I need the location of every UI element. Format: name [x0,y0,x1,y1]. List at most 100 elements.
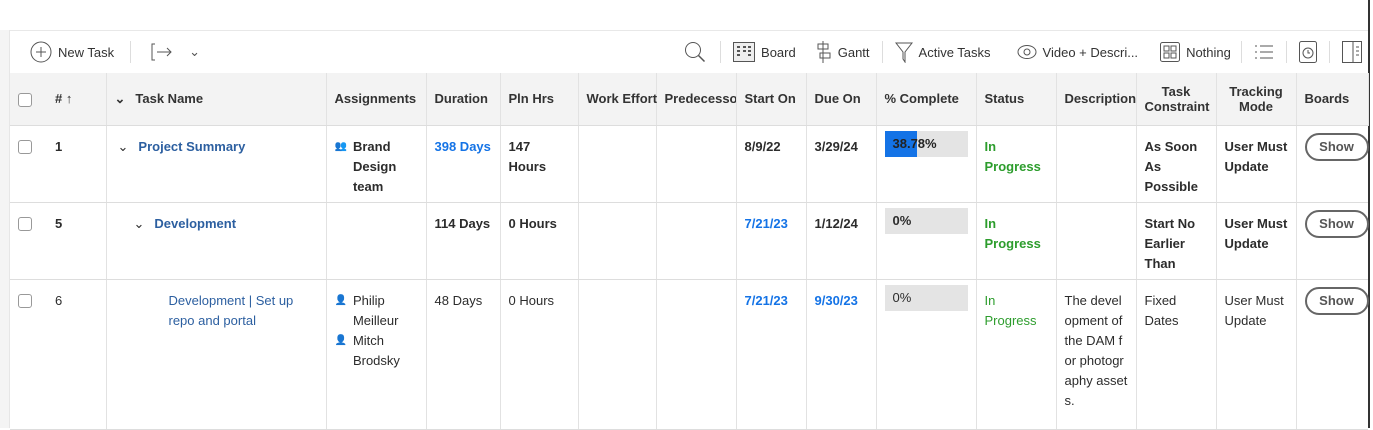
column-header-pln-hrs[interactable]: Pln Hrs [500,73,579,126]
row-checkbox[interactable] [18,140,32,155]
divider [720,41,722,63]
filter-button[interactable]: Active Tasks [894,41,991,63]
description[interactable] [1056,125,1137,203]
progress-bar[interactable]: 0% [884,284,968,311]
panel-toggle-button[interactable] [1341,41,1362,63]
description[interactable]: The development of the DAM for photograp… [1056,279,1137,430]
user-icon: 👤 [334,334,347,346]
list-settings-button[interactable] [1254,44,1274,60]
select-all-checkbox[interactable] [18,92,32,107]
predecessors[interactable] [656,202,737,280]
task-constraint[interactable]: Fixed Dates [1136,279,1217,430]
due-on[interactable]: 1/12/24 [806,202,877,280]
number-label: # ↑ [55,90,73,106]
planned-hours[interactable]: 0 Hours [500,279,579,430]
description[interactable] [1056,202,1137,280]
gantt-button[interactable]: Gantt [816,41,870,63]
assignee[interactable]: Philip Meilleur [352,292,399,328]
status[interactable]: In Progress [976,125,1057,203]
planned-hours[interactable]: 147 Hours [500,125,579,203]
progress-label: 0% [892,289,912,305]
predecessors[interactable] [656,125,737,203]
view-button[interactable]: Video + Descri... [1017,44,1139,60]
column-header-task-name[interactable]: ⌄ Task Name [106,73,327,126]
timeline-button[interactable] [1298,41,1317,63]
work-effort[interactable] [578,279,657,430]
toolbar: New Task ⌄ Board Gantt Active Tasks Vide… [10,31,1368,73]
export-button[interactable]: ⌄ [151,43,200,61]
duration[interactable]: 398 Days [426,125,501,203]
table-row[interactable]: 1 ⌄ Project Summary 👥 Brand Design team 39… [10,125,1369,203]
tracking-mode[interactable]: User Must Update [1216,279,1297,430]
divider [1285,41,1287,63]
assignee[interactable]: Mitch Brodsky [352,332,400,368]
show-boards-button[interactable]: Show [1304,286,1369,315]
divider [130,41,132,63]
start-on[interactable]: 8/9/22 [736,125,807,203]
progress-bar[interactable]: 38.78% [884,130,968,157]
start-on[interactable]: 7/21/23 [736,279,807,430]
chevron-down-icon[interactable]: ⌄ [133,215,145,231]
row-checkbox[interactable] [18,294,32,309]
board-icon [733,42,756,62]
grouping-button[interactable]: Nothing [1160,42,1231,62]
table-row[interactable]: 5 ⌄ Development 114 Days 0 Hours 7/21/23 … [10,202,1369,280]
divider [0,30,1368,31]
divider [1328,41,1330,63]
window-edge [1368,0,1370,428]
new-task-button[interactable]: New Task [30,41,114,63]
due-on[interactable]: 3/29/24 [806,125,877,203]
chevron-down-icon[interactable]: ⌄ [117,138,129,154]
column-header-description[interactable]: Description [1056,73,1137,126]
column-header-start-on[interactable]: Start On [736,73,807,126]
column-header-work-effort[interactable]: Work Effort [578,73,657,126]
column-header-percent-complete[interactable]: % Complete [876,73,977,126]
assignee[interactable]: Brand Design team [352,138,397,194]
row-checkbox[interactable] [18,217,32,232]
search-icon [685,42,706,63]
task-name-link[interactable]: Project Summary [138,138,246,154]
task-constraint[interactable]: Start No Earlier Than [1136,202,1217,280]
user-icon: 👤 [334,294,347,306]
side-panel-icon [1341,41,1362,63]
table-row[interactable]: 6 Development | Set up repo and portal 👤… [10,279,1369,430]
task-name-link[interactable]: Development [154,215,237,231]
task-name-link[interactable]: Development | Set up repo and portal [168,292,294,328]
progress-bar[interactable]: 0% [884,207,968,234]
grouping-icon [1160,42,1181,62]
work-effort[interactable] [578,202,657,280]
column-header-boards[interactable]: Boards [1296,73,1369,126]
column-header-number[interactable]: # ↑ [10,73,107,126]
column-header-duration[interactable]: Duration [426,73,501,126]
export-icon [151,43,172,61]
task-name-label: Task Name [135,90,204,106]
divider [881,41,883,63]
status[interactable]: In Progress [976,202,1057,280]
tracking-mode[interactable]: User Must Update [1216,125,1297,203]
view-label: Video + Descri... [1042,44,1139,60]
task-constraint[interactable]: As Soon As Possible [1136,125,1217,203]
search-button[interactable] [684,41,706,63]
work-effort[interactable] [578,125,657,203]
column-header-tracking-mode[interactable]: Tracking Mode [1216,73,1297,126]
board-button[interactable]: Board [733,42,796,62]
column-header-assignments[interactable]: Assignments [326,73,427,126]
planned-hours[interactable]: 0 Hours [500,202,579,280]
due-on[interactable]: 9/30/23 [806,279,877,430]
start-on[interactable]: 7/21/23 [736,202,807,280]
column-header-predecessors[interactable]: Predecessors [656,73,737,126]
column-header-due-on[interactable]: Due On [806,73,877,126]
duration[interactable]: 114 Days [426,202,501,280]
column-header-task-constraint[interactable]: Task Constraint [1136,73,1217,126]
board-label: Board [761,44,796,60]
chevron-down-icon[interactable]: ⌄ [114,90,126,106]
show-boards-button[interactable]: Show [1304,132,1369,161]
predecessors[interactable] [656,279,737,430]
status[interactable]: In Progress [976,279,1057,430]
assignments-empty[interactable] [326,202,427,280]
column-header-status[interactable]: Status [976,73,1057,126]
show-boards-button[interactable]: Show [1304,209,1369,238]
duration[interactable]: 48 Days [426,279,501,430]
filter-icon [894,42,913,63]
tracking-mode[interactable]: User Must Update [1216,202,1297,280]
